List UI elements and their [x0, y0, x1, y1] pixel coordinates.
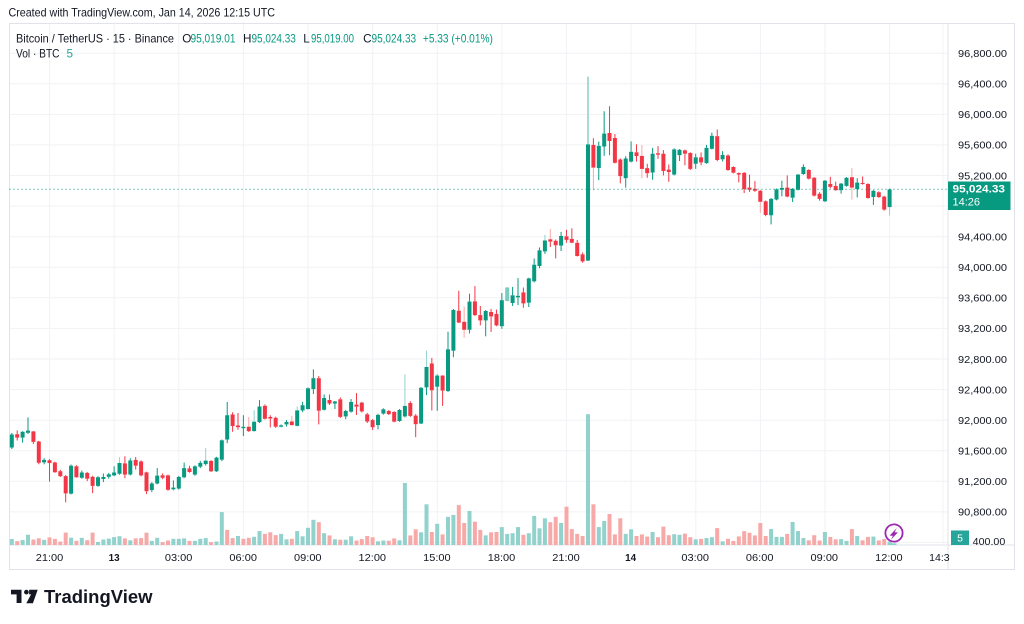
svg-text:21:00: 21:00 [552, 552, 580, 564]
svg-text:94,400.00: 94,400.00 [958, 232, 1007, 244]
svg-text:94,000.00: 94,000.00 [958, 262, 1007, 274]
svg-text:14:26: 14:26 [953, 197, 981, 209]
svg-text:92,400.00: 92,400.00 [958, 384, 1007, 396]
svg-text:93,200.00: 93,200.00 [958, 323, 1007, 335]
svg-text:95,019.01: 95,019.01 [191, 33, 236, 46]
svg-text:06:00: 06:00 [746, 552, 774, 564]
svg-text:14: 14 [625, 552, 636, 564]
svg-text:12:00: 12:00 [875, 552, 903, 564]
svg-text:Created with TradingView.com,: Created with TradingView.com, Jan 14, 20… [9, 7, 276, 20]
svg-text:09:00: 09:00 [294, 552, 322, 564]
svg-text:91,200.00: 91,200.00 [958, 476, 1007, 488]
svg-text:92,000.00: 92,000.00 [958, 415, 1007, 427]
svg-text:96,000.00: 96,000.00 [958, 109, 1007, 121]
svg-text:13: 13 [109, 552, 120, 564]
svg-text:L: L [303, 33, 310, 46]
svg-text:95,024.33: 95,024.33 [372, 33, 417, 46]
svg-text:12:00: 12:00 [359, 552, 387, 564]
svg-text:15:00: 15:00 [423, 552, 451, 564]
svg-text:95,024.33: 95,024.33 [953, 184, 1006, 196]
svg-text:TradingView: TradingView [44, 587, 154, 607]
svg-text:+5.33 (+0.01%): +5.33 (+0.01%) [423, 33, 493, 46]
svg-text:400.00: 400.00 [973, 536, 1006, 548]
svg-text:91,600.00: 91,600.00 [958, 446, 1007, 458]
svg-text:95,600.00: 95,600.00 [958, 140, 1007, 152]
svg-text:5: 5 [957, 533, 963, 545]
svg-text:C: C [363, 33, 371, 46]
svg-text:H: H [243, 33, 251, 46]
svg-text:5: 5 [67, 48, 74, 61]
svg-text:03:00: 03:00 [681, 552, 709, 564]
svg-text:95,019.00: 95,019.00 [311, 33, 354, 46]
svg-text:14:3: 14:3 [929, 552, 950, 564]
svg-text:Vol · BTC: Vol · BTC [16, 48, 60, 61]
svg-text:95,200.00: 95,200.00 [958, 170, 1007, 182]
svg-text:06:00: 06:00 [229, 552, 257, 564]
svg-text:18:00: 18:00 [488, 552, 516, 564]
svg-text:Bitcoin / TetherUS · 15 · Bina: Bitcoin / TetherUS · 15 · Binance [16, 33, 174, 46]
svg-text:95,024.33: 95,024.33 [252, 33, 296, 46]
svg-text:93,600.00: 93,600.00 [958, 293, 1007, 305]
svg-text:03:00: 03:00 [165, 552, 193, 564]
svg-text:O: O [182, 33, 191, 46]
svg-text:96,400.00: 96,400.00 [958, 79, 1007, 91]
svg-text:92,800.00: 92,800.00 [958, 354, 1007, 366]
svg-text:90,800.00: 90,800.00 [958, 507, 1007, 519]
svg-text:96,800.00: 96,800.00 [958, 48, 1007, 60]
svg-text:09:00: 09:00 [811, 552, 839, 564]
svg-text:21:00: 21:00 [36, 552, 64, 564]
